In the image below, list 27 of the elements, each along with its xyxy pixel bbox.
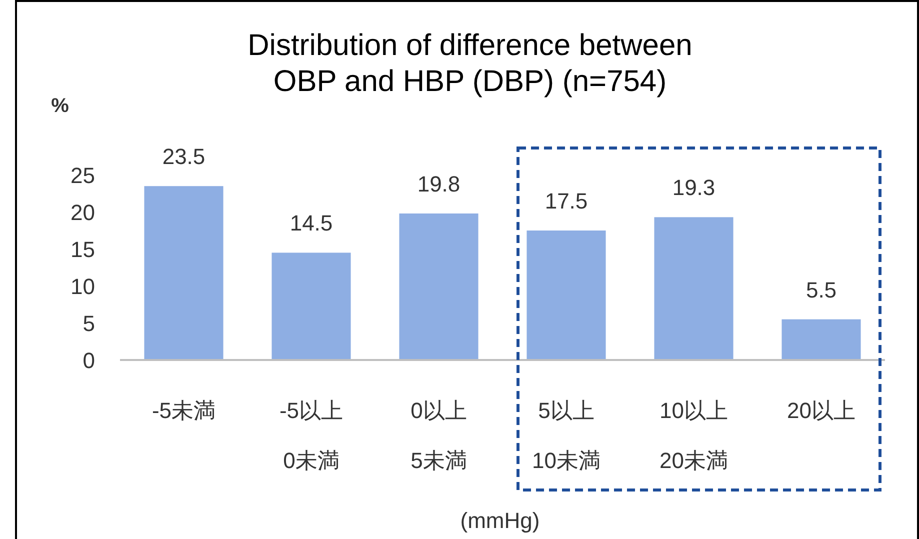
- y-axis-title: %: [51, 95, 70, 117]
- x-tick-label: 0以上 5未満: [410, 398, 467, 473]
- chart-title: Distribution of difference between OBP and HBP (DBP) (n=754): [248, 29, 692, 98]
- data-label: 5.5: [806, 277, 837, 302]
- bar: [654, 217, 734, 360]
- data-label: 14.5: [290, 210, 333, 236]
- bar: [782, 319, 861, 360]
- x-tick-label: -5以上 0未満: [279, 398, 344, 473]
- bar: [399, 213, 478, 360]
- bar: [272, 252, 351, 360]
- data-label: 19.3: [672, 175, 716, 200]
- y-tick-label: 10: [70, 274, 95, 299]
- y-tick-label: 0: [82, 348, 95, 373]
- x-tick-label: 5以上 10未満: [532, 398, 600, 473]
- x-axis-title: (mmHg): [460, 508, 540, 533]
- y-tick-label: 20: [70, 200, 95, 225]
- x-tick-label: -5未満: [152, 398, 216, 423]
- y-tick-label: 25: [70, 163, 95, 188]
- y-tick-label: 15: [70, 237, 95, 262]
- bar: [144, 186, 224, 360]
- x-tick-label: 20以上: [787, 398, 856, 423]
- bar: [526, 230, 606, 360]
- y-tick-label: 5: [82, 311, 95, 336]
- x-tick-label: 10以上 20未満: [660, 398, 728, 473]
- data-label: 19.8: [417, 171, 460, 196]
- data-label: 17.5: [544, 188, 588, 214]
- data-label: 23.5: [162, 144, 206, 170]
